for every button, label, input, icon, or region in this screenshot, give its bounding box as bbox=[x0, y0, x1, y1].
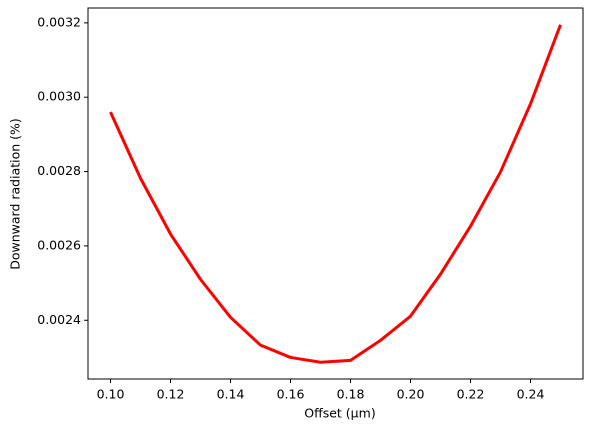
plot-frame bbox=[87, 7, 584, 380]
x-tick-label: 0.24 bbox=[517, 387, 545, 402]
y-tick-label: 0.0028 bbox=[37, 163, 81, 178]
y-axis-label: Downward radiation (%) bbox=[8, 118, 23, 270]
x-tick-label: 0.12 bbox=[157, 387, 185, 402]
x-tick-label: 0.14 bbox=[217, 387, 245, 402]
x-tick-label: 0.10 bbox=[97, 387, 125, 402]
y-tick-label: 0.0024 bbox=[37, 312, 81, 327]
x-tick-label: 0.18 bbox=[337, 387, 365, 402]
data-line bbox=[109, 24, 562, 364]
x-tick-label: 0.16 bbox=[277, 387, 305, 402]
x-axis-label: Offset (μm) bbox=[304, 406, 375, 421]
y-tick-label: 0.0026 bbox=[37, 237, 81, 252]
x-tick-label: 0.22 bbox=[457, 387, 485, 402]
x-tick-label: 0.20 bbox=[397, 387, 425, 402]
y-tick-label: 0.0030 bbox=[37, 89, 81, 104]
y-tick-label: 0.0032 bbox=[37, 14, 81, 29]
